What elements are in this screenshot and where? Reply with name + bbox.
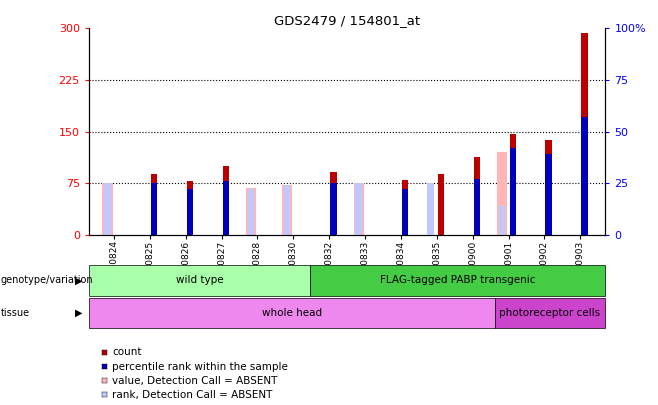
Bar <box>509 134 516 235</box>
Bar <box>330 172 337 235</box>
Bar <box>545 154 552 235</box>
Bar <box>499 206 505 235</box>
Bar <box>545 140 552 235</box>
Text: photoreceptor cells: photoreceptor cells <box>499 308 601 318</box>
Text: wild type: wild type <box>176 275 223 286</box>
Bar <box>402 190 409 235</box>
Text: value, Detection Call = ABSENT: value, Detection Call = ABSENT <box>112 376 278 386</box>
Text: genotype/variation: genotype/variation <box>1 275 93 286</box>
Bar <box>581 117 588 235</box>
Bar <box>581 33 588 235</box>
Bar <box>474 179 480 235</box>
Bar <box>89 298 495 328</box>
Title: GDS2479 / 154801_at: GDS2479 / 154801_at <box>274 14 420 27</box>
Bar <box>187 181 193 235</box>
Text: tissue: tissue <box>1 308 30 318</box>
Bar <box>247 190 254 235</box>
Bar <box>282 185 292 235</box>
Bar <box>246 188 256 235</box>
Text: whole head: whole head <box>262 308 322 318</box>
Text: FLAG-tagged PABP transgenic: FLAG-tagged PABP transgenic <box>380 275 536 286</box>
Text: ▶: ▶ <box>75 275 83 286</box>
Bar <box>151 174 157 235</box>
Bar <box>497 152 507 235</box>
Bar <box>103 183 113 235</box>
Bar <box>104 183 111 235</box>
Text: count: count <box>112 347 141 357</box>
Text: rank, Detection Call = ABSENT: rank, Detection Call = ABSENT <box>112 390 272 400</box>
Bar <box>151 183 157 235</box>
Text: ▶: ▶ <box>75 308 83 318</box>
Bar <box>187 190 193 235</box>
Bar <box>438 174 444 235</box>
Bar <box>310 265 605 296</box>
Bar <box>222 166 229 235</box>
Bar <box>427 183 434 235</box>
Bar <box>355 183 362 235</box>
Bar <box>353 183 364 235</box>
Bar <box>474 157 480 235</box>
Bar <box>509 148 516 235</box>
Bar <box>89 265 310 296</box>
Bar <box>402 180 409 235</box>
Bar <box>330 183 337 235</box>
Bar <box>495 298 605 328</box>
Text: percentile rank within the sample: percentile rank within the sample <box>112 362 288 371</box>
Bar <box>284 185 290 235</box>
Bar <box>222 181 229 235</box>
